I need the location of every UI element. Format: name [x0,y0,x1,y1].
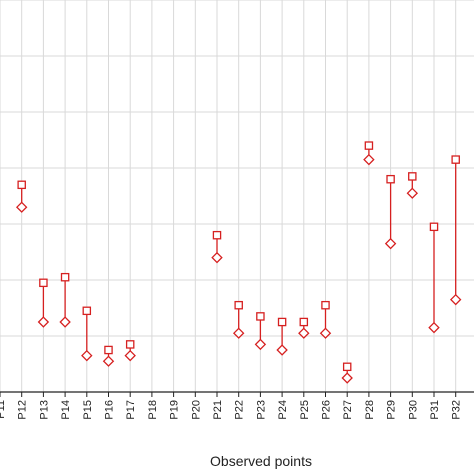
square-marker [82,306,92,316]
x-tick-label: P30 [407,400,419,420]
diamond-marker [276,344,288,356]
square-marker [386,174,395,184]
x-tick-label: P15 [82,400,94,420]
square-marker [39,278,48,288]
x-tick-label: P17 [125,400,137,420]
diamond-marker [319,327,332,339]
square-marker [234,300,243,310]
square-marker [364,141,374,150]
x-tick-label: P14 [60,400,72,420]
x-tick-label: P29 [386,400,398,420]
diamond-marker [449,293,462,306]
diamond-marker [363,153,375,166]
markers [15,141,462,384]
diamond-marker [341,372,353,384]
diamond-marker [102,355,115,367]
x-tick-label: P27 [342,400,354,420]
x-tick-label: P18 [147,400,159,420]
square-marker [60,272,70,282]
x-axis-label: Observed points [210,453,312,469]
square-marker [429,222,439,232]
square-marker [342,362,352,372]
x-tick-label: P12 [17,400,29,420]
x-tick-label: P24 [277,400,289,420]
x-tick-label: P20 [190,400,202,420]
diamond-marker [124,349,136,362]
diamond-marker [59,316,71,328]
square-marker [451,155,460,164]
x-tick-label: P25 [299,400,311,420]
diamond-marker [232,327,245,339]
diamond-marker [15,201,28,213]
square-marker [277,317,287,327]
x-tick-label: P19 [169,400,181,420]
diamond-marker [37,316,50,328]
square-marker [104,345,113,355]
diamond-marker [211,251,223,264]
square-marker [299,317,309,327]
square-marker [256,312,265,321]
x-tick-label: P28 [364,400,376,420]
square-marker [125,340,135,349]
x-tick-labels: P11 P12 P13 P14 P15 P16 P17 P18 P19 P20 P21 P22 P23 P… [0,392,463,420]
diamond-marker [384,237,397,250]
x-tick-label: P23 [255,400,267,420]
diamond-marker [406,187,419,199]
diamond-marker [81,349,93,362]
x-tick-label: P16 [104,400,116,420]
x-tick-label: P26 [321,400,333,420]
square-marker [408,172,417,181]
diamond-marker [428,321,440,334]
x-tick-label: P22 [234,400,246,420]
square-marker [212,230,222,240]
diamond-marker [254,338,267,351]
square-marker [321,300,330,310]
x-tick-label: P32 [451,400,463,420]
x-tick-label: P31 [429,400,441,420]
diamond-marker [298,327,310,339]
x-tick-label: P11 [0,400,7,419]
square-marker [17,180,26,190]
x-tick-label: P21 [212,400,224,420]
x-tick-label: P13 [38,400,50,420]
